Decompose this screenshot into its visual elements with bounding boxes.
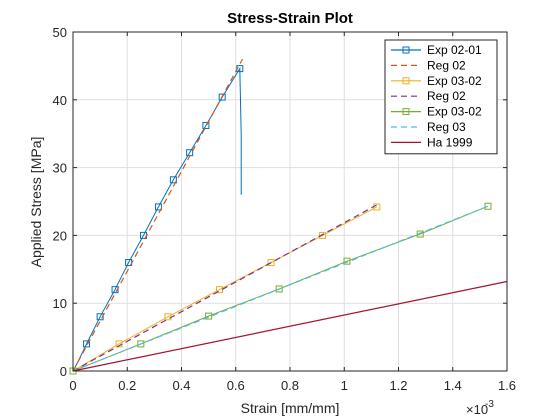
legend-entry: Reg 02 — [391, 89, 466, 103]
x-tick-label: 0 — [69, 378, 76, 393]
legend-entry: Ha 1999 — [391, 135, 473, 149]
legend-label: Exp 03-02 — [427, 74, 482, 88]
series-2 — [72, 58, 244, 372]
series-7 — [72, 280, 508, 372]
series-line — [72, 280, 508, 372]
series-4 — [72, 204, 378, 372]
chart-title: Stress-Strain Plot — [227, 10, 353, 27]
data-point-marker — [275, 285, 283, 293]
x-tick-label: 1 — [341, 378, 348, 393]
data-point-marker — [164, 313, 172, 321]
data-point-marker — [202, 122, 210, 130]
legend-swatch-marker — [402, 77, 410, 85]
legend-label: Ha 1999 — [427, 135, 473, 149]
legend-label: Reg 02 — [427, 89, 466, 103]
series-1 — [69, 65, 244, 375]
y-tick-label: 20 — [53, 228, 67, 243]
data-point-marker — [137, 340, 145, 348]
x-tick-label: 0.8 — [281, 378, 299, 393]
legend-entry: Reg 03 — [391, 120, 466, 134]
data-point-marker — [205, 312, 213, 320]
data-point-marker — [115, 340, 123, 348]
data-point-marker — [343, 257, 351, 265]
data-point-marker — [218, 93, 226, 101]
x-tick-label: 0.2 — [118, 378, 136, 393]
x-tick-label: 1.4 — [444, 378, 462, 393]
y-tick-label: 50 — [53, 25, 67, 40]
x-exponent-base: ×10 — [466, 402, 488, 417]
x-exponent-power: -3 — [485, 399, 494, 410]
legend-swatch-marker — [402, 108, 410, 116]
x-axis-label: Strain [mm/mm] — [241, 400, 340, 416]
legend-entry: Exp 02-01 — [391, 43, 482, 57]
data-point-marker — [319, 231, 327, 239]
data-point-marker — [169, 176, 177, 184]
data-point-marker — [484, 202, 492, 210]
series-layer — [69, 58, 508, 375]
y-tick-label: 30 — [53, 161, 67, 176]
legend-label: Reg 03 — [427, 120, 466, 134]
y-axis-label: Applied Stress [MPa] — [28, 137, 44, 268]
legend-label: Exp 03-02 — [427, 105, 482, 119]
y-tick-label: 10 — [53, 296, 67, 311]
y-tick-label: 40 — [53, 93, 67, 108]
x-tick-labels: 0 0.2 0.4 0.6 0.8 1 1.2 1.4 1.6 — [69, 378, 516, 393]
legend-entry: Exp 03-02 — [391, 74, 482, 88]
data-point-marker — [83, 340, 91, 348]
series-6 — [72, 205, 489, 372]
legend-swatch-marker — [402, 46, 410, 54]
data-point-marker — [111, 286, 119, 294]
x-tick-label: 0.4 — [172, 378, 190, 393]
series-line — [72, 204, 378, 372]
series-line — [72, 58, 244, 372]
y-tick-label: 0 — [60, 364, 67, 379]
series-line — [72, 66, 242, 372]
tick-marks — [72, 31, 508, 372]
x-tick-label: 1.6 — [498, 378, 516, 393]
x-tick-label: 1.2 — [389, 378, 407, 393]
y-tick-labels: 0 10 20 30 40 50 — [53, 25, 67, 379]
series-line — [72, 206, 378, 372]
x-axis-exponent: ×10 -3 — [466, 399, 494, 417]
legend-entry: Reg 02 — [391, 58, 466, 72]
legend-label: Reg 02 — [427, 58, 466, 72]
legend-label: Exp 02-01 — [427, 43, 482, 57]
legend-box — [384, 39, 498, 155]
data-point-marker — [267, 259, 275, 267]
data-point-marker — [154, 203, 162, 211]
legend-entry: Exp 03-02 — [391, 105, 482, 119]
series-line — [72, 205, 489, 372]
x-tick-label: 0.6 — [227, 378, 245, 393]
